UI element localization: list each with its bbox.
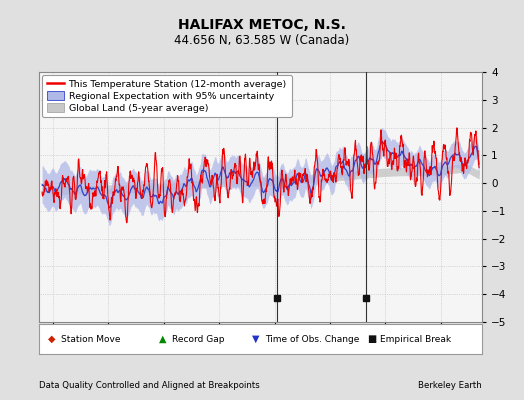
Text: Time of Obs. Change: Time of Obs. Change: [265, 334, 359, 344]
Text: ■: ■: [367, 334, 376, 344]
Legend: This Temperature Station (12-month average), Regional Expectation with 95% uncer: This Temperature Station (12-month avera…: [42, 75, 291, 117]
Text: Data Quality Controlled and Aligned at Breakpoints: Data Quality Controlled and Aligned at B…: [39, 381, 260, 390]
Text: ◆: ◆: [48, 334, 56, 344]
Text: Station Move: Station Move: [61, 334, 121, 344]
Y-axis label: Temperature Anomaly (°C): Temperature Anomaly (°C): [523, 128, 524, 266]
Text: 44.656 N, 63.585 W (Canada): 44.656 N, 63.585 W (Canada): [174, 34, 350, 47]
Text: HALIFAX METOC, N.S.: HALIFAX METOC, N.S.: [178, 18, 346, 32]
Text: ▲: ▲: [159, 334, 166, 344]
Text: Record Gap: Record Gap: [172, 334, 224, 344]
Text: ▼: ▼: [252, 334, 259, 344]
Text: Empirical Break: Empirical Break: [380, 334, 451, 344]
Text: Berkeley Earth: Berkeley Earth: [418, 381, 482, 390]
